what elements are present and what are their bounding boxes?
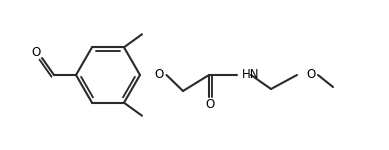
- Text: O: O: [32, 45, 40, 58]
- Text: O: O: [154, 69, 164, 81]
- Text: HN: HN: [242, 68, 259, 81]
- Text: O: O: [307, 69, 315, 81]
- Text: O: O: [206, 98, 215, 111]
